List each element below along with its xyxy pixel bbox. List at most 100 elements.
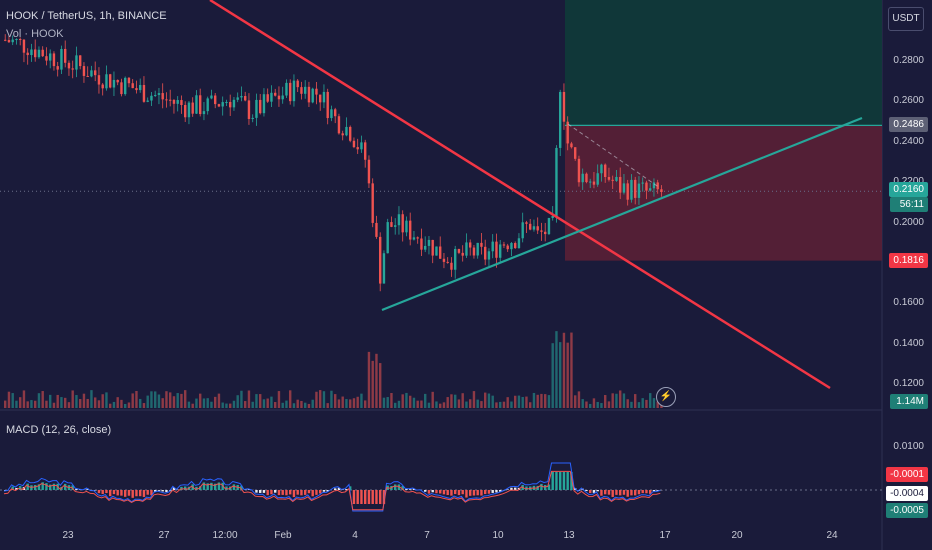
macd-bar <box>360 490 363 504</box>
candle <box>176 100 179 104</box>
descending-trendline <box>209 0 831 390</box>
lightning-icon[interactable]: ⚡ <box>656 387 676 407</box>
candle <box>502 244 506 246</box>
volume-bar <box>551 343 554 408</box>
volume-bar <box>75 395 78 408</box>
candle <box>97 75 101 85</box>
volume-bar <box>506 397 509 408</box>
candle <box>472 247 476 256</box>
candle <box>442 258 446 262</box>
candle <box>116 79 119 83</box>
volume-bar <box>86 398 89 408</box>
candle <box>465 242 468 256</box>
volume-bar <box>394 402 397 408</box>
candle <box>409 220 412 240</box>
macd-line <box>3 462 661 512</box>
macd-bar <box>356 490 359 504</box>
y-tick-label: 0.2200 <box>893 176 924 187</box>
macd-bar <box>180 486 183 490</box>
macd-bar <box>135 490 138 497</box>
volume-bar <box>56 394 59 408</box>
symbol-title: HOOK / TetherUS, 1h, BINANCE <box>6 10 167 22</box>
volume-bar <box>127 402 131 408</box>
volume-bar <box>41 391 44 408</box>
candle <box>356 147 359 150</box>
candle <box>454 248 457 270</box>
candle <box>570 143 573 148</box>
macd-title: MACD (12, 26, close) <box>6 424 112 436</box>
volume-bar <box>180 393 183 408</box>
volume-bar <box>274 402 277 408</box>
volume-bar <box>431 391 434 408</box>
currency-selector[interactable]: USDT <box>888 7 924 31</box>
macd-bar <box>491 490 494 493</box>
volume-bar <box>172 396 176 408</box>
volume-bar <box>412 397 416 408</box>
candle <box>120 82 123 95</box>
macd-bar <box>75 488 78 490</box>
candle <box>296 80 299 88</box>
volume-bar <box>225 403 228 408</box>
volume-bar <box>570 332 573 408</box>
volume-bar <box>619 390 622 408</box>
candle <box>480 242 483 247</box>
candle <box>259 99 262 114</box>
volume-bar <box>135 390 138 408</box>
volume-bar <box>146 395 149 408</box>
macd-bar <box>405 488 408 490</box>
candle <box>514 243 517 249</box>
macd-bar <box>371 490 374 504</box>
macd-bar <box>319 490 322 494</box>
candle <box>450 262 453 270</box>
candle <box>154 94 157 96</box>
macd-bar <box>49 484 52 490</box>
volume-bar <box>532 392 536 408</box>
macd-bar <box>589 490 592 494</box>
volume-bar <box>202 398 206 408</box>
volume-bar <box>150 391 153 408</box>
volume-bar <box>536 394 539 408</box>
macd-bar <box>622 490 626 495</box>
macd-bar <box>480 490 483 496</box>
candle <box>645 182 648 191</box>
volume-bar <box>116 397 119 408</box>
volume-bar <box>334 394 337 408</box>
candle <box>7 40 11 43</box>
candle <box>289 82 292 102</box>
macd-bar <box>457 490 461 496</box>
volume-bar <box>641 398 644 408</box>
candle <box>139 85 142 91</box>
volume-bar <box>52 402 56 408</box>
candle <box>281 95 284 100</box>
candle <box>146 100 149 102</box>
ascending-trendline <box>381 116 863 312</box>
volume-bar <box>307 403 311 408</box>
macd-bar <box>266 490 269 496</box>
macd-bar <box>547 484 551 490</box>
candle <box>562 91 566 122</box>
candle <box>262 94 266 114</box>
candle <box>525 222 528 224</box>
volume-bar <box>562 332 566 408</box>
volume-bar <box>82 393 86 408</box>
macd-bar <box>472 490 476 496</box>
volume-bar <box>405 392 408 408</box>
target-price-badge: 0.2486 <box>889 117 928 133</box>
volume-bar <box>630 401 633 408</box>
candle <box>652 182 656 189</box>
projection-line <box>567 123 661 189</box>
volume-bar <box>592 398 596 408</box>
candle <box>19 39 22 41</box>
volume-bar <box>292 403 296 408</box>
macd-bar <box>262 490 266 493</box>
volume-bar <box>611 393 614 408</box>
volume-bar <box>352 398 356 408</box>
volume-bar <box>472 391 476 408</box>
candle <box>577 158 581 183</box>
candle <box>349 126 352 141</box>
volume-bar <box>517 395 521 408</box>
volume-bar <box>270 396 273 408</box>
macd-bar <box>172 487 176 490</box>
candle <box>487 251 491 260</box>
